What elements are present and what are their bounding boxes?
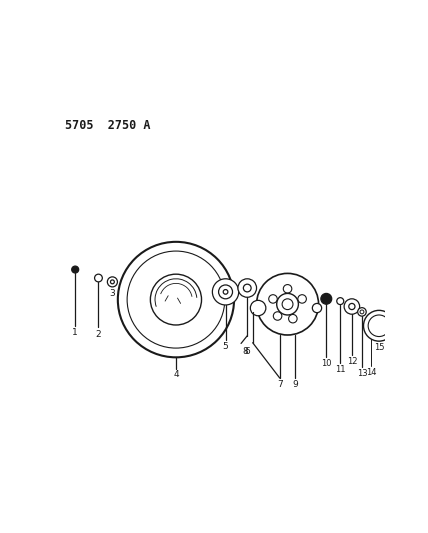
Circle shape bbox=[363, 310, 395, 341]
Text: 7: 7 bbox=[277, 381, 282, 390]
Circle shape bbox=[337, 297, 344, 304]
Circle shape bbox=[72, 266, 79, 273]
Text: 5705  2750 A: 5705 2750 A bbox=[65, 119, 151, 132]
Circle shape bbox=[256, 273, 318, 335]
Circle shape bbox=[312, 303, 322, 313]
Circle shape bbox=[238, 279, 256, 297]
Circle shape bbox=[269, 295, 277, 303]
Circle shape bbox=[282, 299, 293, 310]
Circle shape bbox=[212, 279, 239, 305]
Circle shape bbox=[298, 295, 306, 303]
Circle shape bbox=[283, 285, 292, 293]
Circle shape bbox=[344, 299, 360, 314]
Text: 5: 5 bbox=[223, 342, 229, 351]
Circle shape bbox=[276, 294, 298, 315]
Circle shape bbox=[244, 284, 251, 292]
Circle shape bbox=[358, 308, 366, 316]
Circle shape bbox=[321, 294, 332, 304]
Text: 12: 12 bbox=[347, 357, 357, 366]
Text: 1: 1 bbox=[72, 328, 78, 337]
Circle shape bbox=[349, 303, 355, 310]
Text: 2: 2 bbox=[95, 329, 101, 338]
Text: 6: 6 bbox=[244, 346, 250, 356]
Circle shape bbox=[369, 316, 374, 320]
Circle shape bbox=[273, 312, 282, 320]
Circle shape bbox=[107, 277, 117, 287]
Circle shape bbox=[110, 280, 114, 284]
Text: 8: 8 bbox=[242, 346, 248, 356]
Text: 4: 4 bbox=[173, 370, 179, 379]
Circle shape bbox=[288, 314, 297, 323]
Circle shape bbox=[250, 301, 266, 316]
Text: 9: 9 bbox=[292, 381, 298, 390]
Text: 13: 13 bbox=[357, 369, 367, 378]
Circle shape bbox=[95, 274, 102, 282]
Text: 14: 14 bbox=[366, 368, 377, 377]
Circle shape bbox=[219, 285, 232, 299]
Text: 11: 11 bbox=[335, 365, 345, 374]
Text: 15: 15 bbox=[374, 343, 384, 352]
Circle shape bbox=[368, 315, 390, 336]
Circle shape bbox=[223, 289, 228, 294]
Text: 3: 3 bbox=[110, 289, 115, 298]
Text: 10: 10 bbox=[321, 359, 332, 368]
Circle shape bbox=[360, 310, 364, 314]
